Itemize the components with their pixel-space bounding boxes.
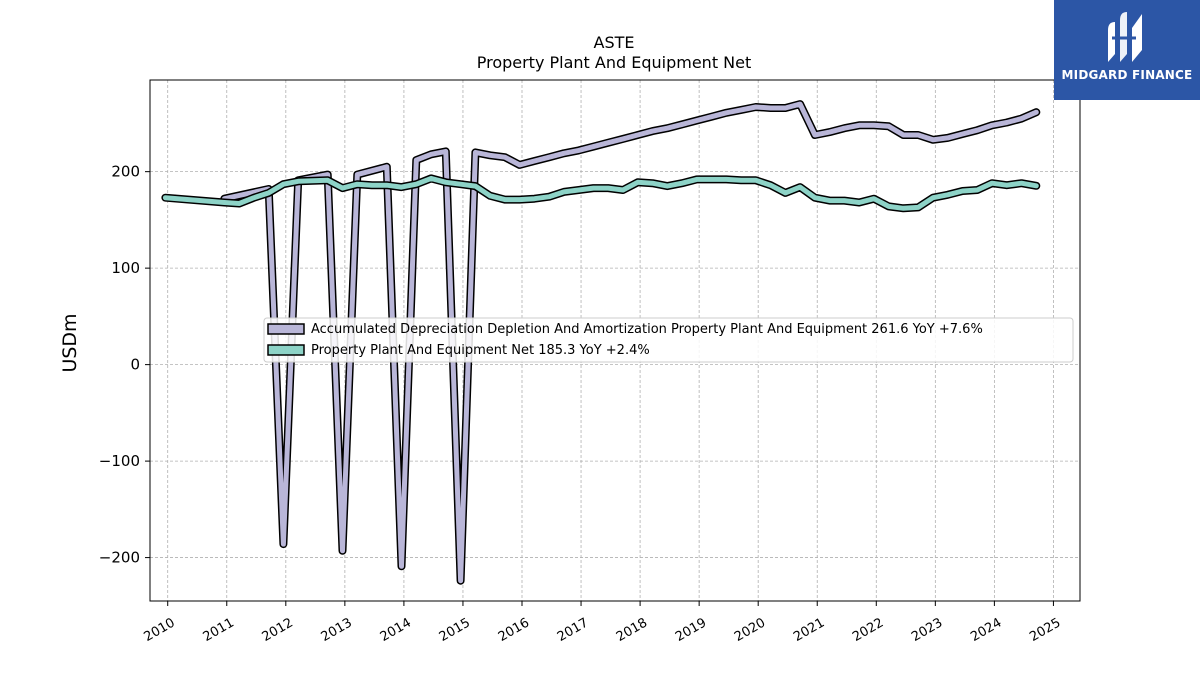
legend-label-accumulated-depreciation: Accumulated Depreciation Depletion And A… (311, 322, 983, 337)
plot-frame (149, 79, 1081, 602)
y-axis: −200 −100 0 100 200 (99, 163, 150, 567)
x-tick-label: 2024 (968, 615, 1004, 645)
x-tick-label: 2019 (673, 615, 709, 645)
chart-subtitle: Property Plant And Equipment Net (477, 53, 752, 72)
series-line-ppe-net (162, 175, 1039, 211)
y-tick-label: 100 (111, 259, 140, 277)
x-tick-label: 2017 (555, 615, 591, 645)
legend-label-ppe-net: Property Plant And Equipment Net 185.3 Y… (311, 343, 650, 358)
x-tick-label: 2025 (1027, 615, 1063, 645)
series-layer (161, 100, 1041, 585)
x-tick-label: 2022 (850, 615, 886, 645)
y-axis-label: USDm (59, 313, 81, 372)
x-tick-label: 2023 (909, 615, 945, 645)
x-tick-label: 2012 (260, 615, 296, 645)
legend-box (263, 317, 1074, 363)
y-tick-label: −100 (99, 452, 140, 470)
chart-title: ASTE (594, 33, 635, 52)
x-tick-label: 2011 (201, 615, 237, 645)
x-tick-label: 2018 (614, 615, 650, 645)
x-tick-label: 2013 (319, 615, 355, 645)
midgard-logo-icon (1108, 12, 1142, 62)
legend-swatch-accumulated-depreciation (267, 323, 305, 335)
x-tick-label: 2014 (378, 615, 414, 645)
x-tick-label: 2015 (437, 615, 473, 645)
y-tick-label: 200 (111, 163, 140, 181)
series-line-accumulated-depreciation (221, 101, 1039, 584)
x-tick-label: 2016 (496, 615, 532, 645)
y-tick-label: 0 (130, 356, 140, 374)
x-tick-label: 2010 (142, 615, 178, 645)
y-tick-label: −200 (99, 549, 140, 567)
legend: Accumulated Depreciation Depletion And A… (263, 317, 1074, 363)
x-tick-label: 2020 (732, 615, 768, 645)
legend-swatch-ppe-net (267, 344, 305, 356)
x-axis: 2010 2011 2012 2013 2014 2015 2016 2017 2018 2019… (142, 601, 1063, 645)
midgard-finance-logo: MIDGARD FINANCE (1054, 0, 1200, 100)
logo-text: MIDGARD FINANCE (1061, 68, 1193, 82)
x-tick-label: 2021 (791, 615, 827, 645)
